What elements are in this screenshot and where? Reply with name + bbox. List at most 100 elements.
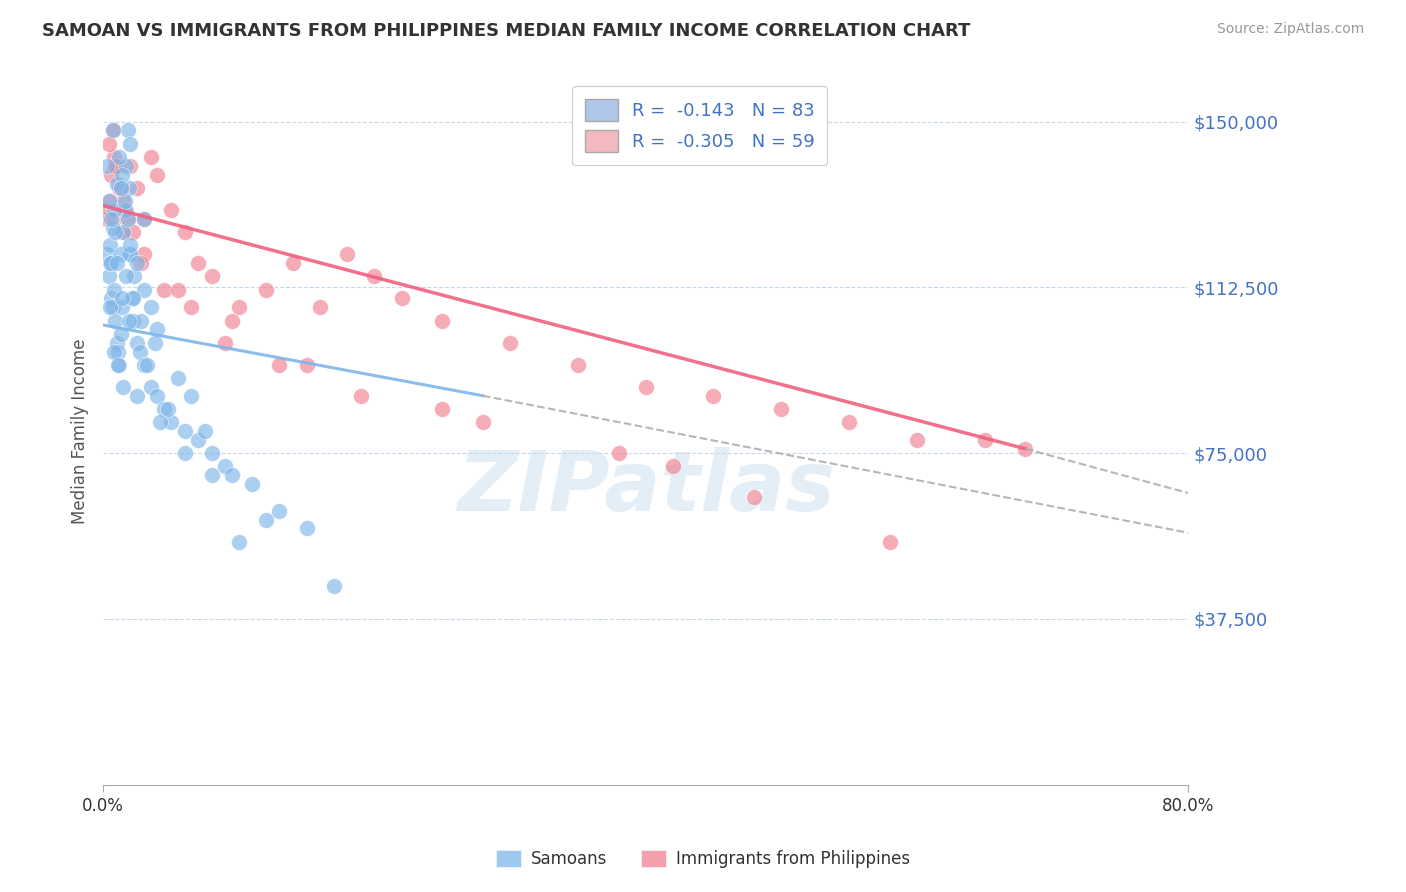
Point [1014,442,1036,456]
Point [111,292,134,306]
Point [108,181,131,195]
Point [322,579,344,593]
Point [336,247,359,261]
Point [146,389,169,403]
Point [139,150,162,164]
Point [110,326,132,341]
Point [103,344,125,359]
Point [254,512,277,526]
Point [98,301,121,315]
Point [135,358,157,372]
Point [295,358,318,372]
Point [122,292,145,306]
Point [118,181,141,195]
Point [117,211,139,226]
Point [350,389,373,403]
Point [194,424,217,438]
Point [108,358,131,372]
Point [118,313,141,327]
Point [132,247,155,261]
Point [120,238,142,252]
Point [98,238,121,252]
Point [160,202,183,217]
Point [100,256,122,270]
Point [153,402,176,417]
Point [269,504,291,518]
Point [499,335,522,350]
Point [112,225,135,239]
Text: Source: ZipAtlas.com: Source: ZipAtlas.com [1216,22,1364,37]
Point [124,269,146,284]
Point [143,335,166,350]
Point [111,168,134,182]
Point [120,247,142,261]
Point [107,344,129,359]
Point [905,433,928,447]
Point [201,269,224,284]
Point [96,159,118,173]
Point [166,283,188,297]
Point [120,247,142,261]
Point [97,269,120,284]
Point [432,313,454,327]
Point [363,269,385,284]
Point [125,181,148,195]
Point [661,459,683,474]
Point [103,202,125,217]
Point [100,292,122,306]
Text: ZIPatlas: ZIPatlas [457,447,835,528]
Point [111,301,134,315]
Point [100,168,122,182]
Point [132,358,155,372]
Point [770,402,793,417]
Point [149,415,172,429]
Point [105,177,128,191]
Point [281,256,304,270]
Point [121,292,143,306]
Point [112,225,135,239]
Point [115,159,138,173]
Point [180,301,202,315]
Legend: Samoans, Immigrants from Philippines: Samoans, Immigrants from Philippines [489,843,917,875]
Point [432,402,454,417]
Point [146,168,169,182]
Point [98,202,121,217]
Point [214,335,236,350]
Point [269,358,291,372]
Point [221,313,243,327]
Point [240,477,263,491]
Point [139,380,162,394]
Point [391,292,413,306]
Point [160,415,183,429]
Point [132,211,155,226]
Point [122,313,145,327]
Point [104,159,127,173]
Point [98,194,121,209]
Point [201,468,224,483]
Point [101,123,124,137]
Text: SAMOAN VS IMMIGRANTS FROM PHILIPPINES MEDIAN FAMILY INCOME CORRELATION CHART: SAMOAN VS IMMIGRANTS FROM PHILIPPINES ME… [42,22,970,40]
Point [112,194,135,209]
Point [98,256,121,270]
Point [139,301,162,315]
Point [157,402,180,417]
Point [122,225,145,239]
Point [166,371,188,385]
Point [96,211,118,226]
Point [879,534,901,549]
Point [742,491,765,505]
Point [132,283,155,297]
Point [146,322,169,336]
Point [114,202,136,217]
Point [115,202,138,217]
Point [101,220,124,235]
Point [100,211,122,226]
Legend: R =  -0.143   N = 83, R =  -0.305   N = 59: R = -0.143 N = 83, R = -0.305 N = 59 [572,87,827,165]
Point [125,335,148,350]
Point [634,380,657,394]
Point [120,159,142,173]
Point [838,415,860,429]
Point [117,211,139,226]
Point [973,433,995,447]
Point [702,389,724,403]
